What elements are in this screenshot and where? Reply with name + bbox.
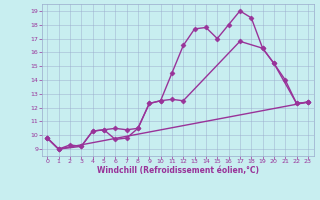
X-axis label: Windchill (Refroidissement éolien,°C): Windchill (Refroidissement éolien,°C): [97, 166, 259, 175]
